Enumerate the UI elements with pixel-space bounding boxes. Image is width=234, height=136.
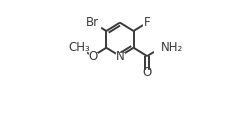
Text: Br: Br xyxy=(86,16,99,29)
Bar xyxy=(154,43,167,52)
Bar xyxy=(85,17,100,28)
Text: N: N xyxy=(116,50,124,63)
Bar xyxy=(143,70,151,76)
Text: O: O xyxy=(88,50,97,63)
Text: F: F xyxy=(144,16,150,29)
Text: CH₃: CH₃ xyxy=(68,41,90,54)
Text: NH₂: NH₂ xyxy=(161,41,183,54)
Bar xyxy=(72,43,86,53)
Bar xyxy=(88,53,97,59)
Bar xyxy=(116,53,124,59)
Text: O: O xyxy=(143,66,152,79)
Bar xyxy=(143,20,151,26)
